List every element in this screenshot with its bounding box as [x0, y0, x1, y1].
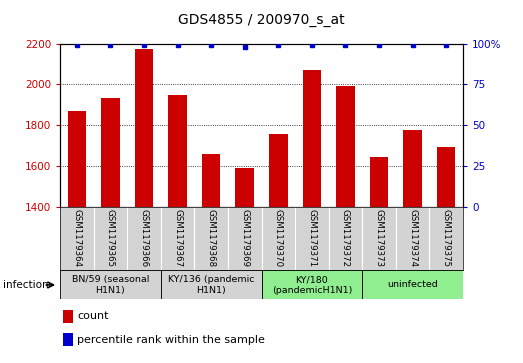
Text: GSM1179368: GSM1179368 [207, 209, 215, 267]
Bar [269, 134, 288, 207]
Text: infection: infection [3, 280, 48, 290]
Text: GSM1179373: GSM1179373 [374, 209, 383, 267]
Text: GSM1179367: GSM1179367 [173, 209, 182, 267]
Bar [60, 270, 161, 299]
Bar [362, 270, 463, 299]
Bar [135, 49, 153, 207]
Text: GSM1179364: GSM1179364 [72, 209, 82, 267]
Text: percentile rank within the sample: percentile rank within the sample [77, 335, 265, 345]
Bar [202, 154, 220, 207]
Bar [336, 86, 355, 207]
Text: GDS4855 / 200970_s_at: GDS4855 / 200970_s_at [178, 13, 345, 27]
Text: GSM1179369: GSM1179369 [240, 209, 249, 267]
Text: GSM1179374: GSM1179374 [408, 209, 417, 267]
Text: GSM1179371: GSM1179371 [308, 209, 316, 267]
Text: GSM1179366: GSM1179366 [140, 209, 149, 267]
Bar [168, 95, 187, 207]
Bar [101, 98, 120, 207]
Bar [303, 70, 321, 207]
Bar [403, 130, 422, 207]
Bar [370, 157, 388, 207]
Text: GSM1179372: GSM1179372 [341, 209, 350, 267]
Text: KY/180
(pandemicH1N1): KY/180 (pandemicH1N1) [271, 275, 352, 295]
Text: GSM1179365: GSM1179365 [106, 209, 115, 267]
Text: GSM1179375: GSM1179375 [441, 209, 451, 267]
Text: KY/136 (pandemic
H1N1): KY/136 (pandemic H1N1) [168, 275, 254, 295]
Bar [437, 147, 456, 207]
Text: count: count [77, 311, 109, 321]
Bar [161, 270, 262, 299]
Text: uninfected: uninfected [387, 281, 438, 289]
Bar [67, 111, 86, 207]
Text: BN/59 (seasonal
H1N1): BN/59 (seasonal H1N1) [72, 275, 149, 295]
Bar [63, 333, 73, 346]
Bar [262, 270, 362, 299]
Text: GSM1179370: GSM1179370 [274, 209, 283, 267]
Bar [235, 168, 254, 207]
Bar [63, 310, 73, 323]
